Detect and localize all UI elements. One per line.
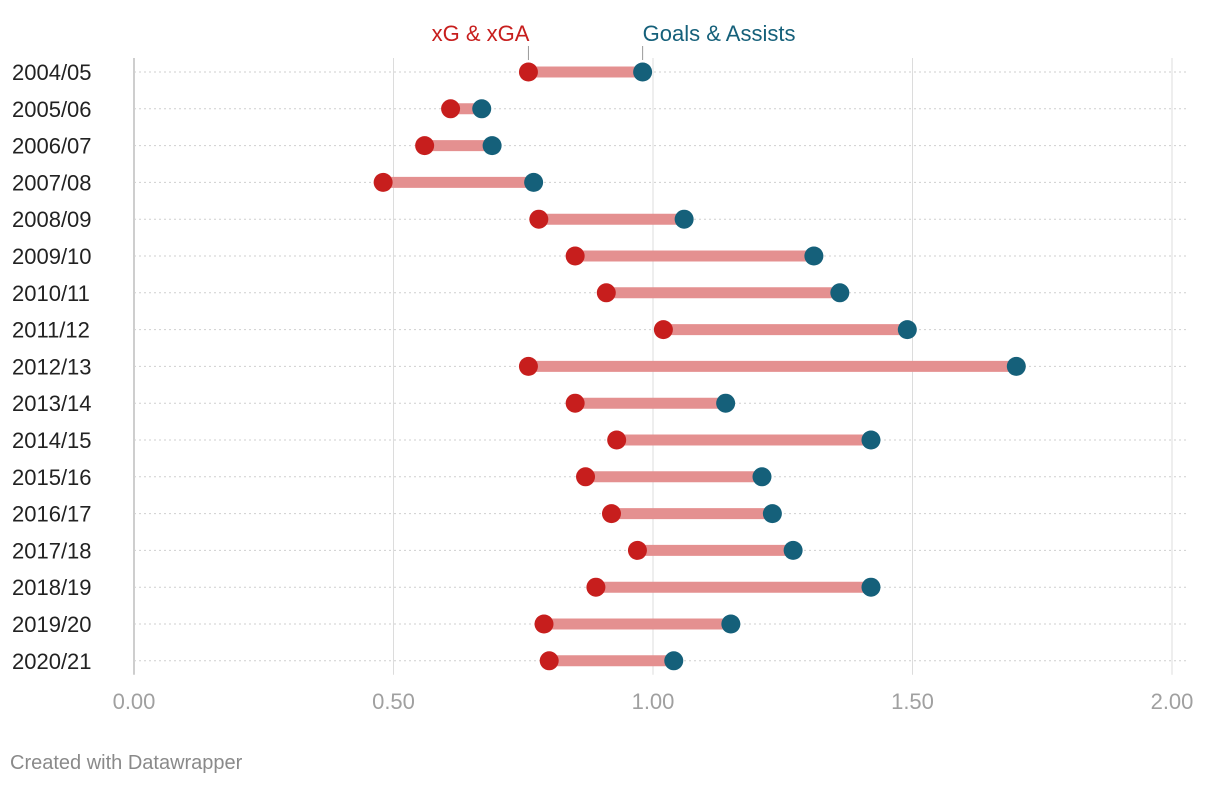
season-label: 2020/21 <box>12 649 92 674</box>
season-label: 2015/16 <box>12 465 92 490</box>
season-label: 2017/18 <box>12 538 92 563</box>
xg-dot <box>565 393 585 413</box>
x-tick-label: 0.50 <box>372 689 415 714</box>
xg-dot <box>539 651 559 671</box>
goals-assists-dot <box>674 209 694 229</box>
x-axis: 0.00 0.50 1.00 1.50 2.00 <box>113 689 1194 714</box>
x-tick-label: 1.00 <box>632 689 675 714</box>
season-label: 2018/19 <box>12 575 92 600</box>
season-label: 2004/05 <box>12 60 92 85</box>
goals-assists-dot <box>861 577 881 597</box>
goals-assists-dot <box>633 62 653 82</box>
xg-dot <box>415 136 435 156</box>
season-label: 2010/11 <box>12 281 90 306</box>
goals-assists-dot <box>721 614 741 634</box>
season-label: 2014/15 <box>12 428 92 453</box>
goals-assists-dot <box>830 283 850 303</box>
footer-credit: Created with Datawrapper <box>10 752 243 774</box>
goals-assists-dot <box>897 320 917 340</box>
season-label: 2006/07 <box>12 134 92 159</box>
xg-dot <box>534 614 554 634</box>
xg-dot <box>607 430 627 450</box>
season-label: 2012/13 <box>12 354 92 379</box>
xg-dot <box>653 320 673 340</box>
legend-xg-label: xG & xGA <box>432 21 530 46</box>
xg-dot <box>373 172 393 192</box>
goals-assists-dot <box>783 540 803 560</box>
legend: xG & xGA Goals & Assists <box>432 21 796 60</box>
xg-dot <box>441 99 461 119</box>
xg-dot <box>596 283 616 303</box>
goals-assists-dot <box>524 172 544 192</box>
season-label: 2016/17 <box>12 502 92 527</box>
legend-goals-assists-label: Goals & Assists <box>643 21 796 46</box>
goals-assists-dot <box>482 136 502 156</box>
xg-dot <box>576 467 596 487</box>
goals-assists-dot <box>752 467 772 487</box>
season-label: 2019/20 <box>12 612 92 637</box>
goals-assists-dot <box>804 246 824 266</box>
goals-assists-dot <box>861 430 881 450</box>
xg-dot <box>627 540 647 560</box>
season-label: 2013/14 <box>12 391 92 416</box>
goals-assists-dot <box>1006 356 1026 376</box>
season-label: 2008/09 <box>12 207 92 232</box>
x-tick-label: 2.00 <box>1151 689 1194 714</box>
xg-dot <box>565 246 585 266</box>
season-label: 2011/12 <box>12 318 90 343</box>
goals-assists-dot <box>664 651 684 671</box>
goals-assists-dot <box>472 99 492 119</box>
x-tick-label: 0.00 <box>113 689 156 714</box>
xg-dot <box>518 356 538 376</box>
x-tick-label: 1.50 <box>891 689 934 714</box>
xg-dot <box>586 577 606 597</box>
rows-layer: 2004/05 2005/06 2006/07 2007/08 2008/09 2009/… <box>12 60 1026 674</box>
season-label: 2007/08 <box>12 170 92 195</box>
xg-dot <box>529 209 549 229</box>
season-label: 2009/10 <box>12 244 92 269</box>
xg-dot <box>518 62 538 82</box>
goals-assists-dot <box>762 504 782 524</box>
season-label: 2005/06 <box>12 97 92 122</box>
xg-dot <box>601 504 621 524</box>
goals-assists-dot <box>716 393 736 413</box>
